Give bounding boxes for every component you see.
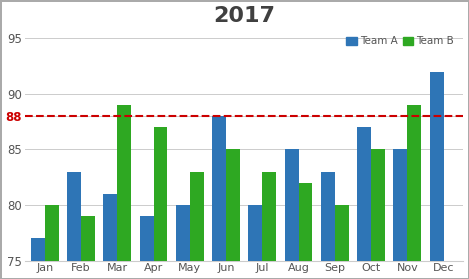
Bar bbox=[335, 205, 348, 279]
Bar bbox=[371, 150, 385, 279]
Bar bbox=[31, 239, 45, 279]
Bar bbox=[104, 194, 117, 279]
Legend: Team A, Team B: Team A, Team B bbox=[342, 32, 458, 51]
Bar bbox=[153, 127, 167, 279]
Bar bbox=[45, 205, 59, 279]
Bar bbox=[321, 172, 335, 279]
Title: 2017: 2017 bbox=[213, 6, 275, 26]
Bar bbox=[357, 127, 371, 279]
Bar bbox=[249, 205, 262, 279]
Bar bbox=[190, 172, 204, 279]
Bar bbox=[298, 183, 312, 279]
Bar bbox=[393, 150, 407, 279]
Bar bbox=[117, 105, 131, 279]
Bar bbox=[407, 105, 421, 279]
Bar bbox=[140, 216, 153, 279]
Bar bbox=[285, 150, 298, 279]
Bar bbox=[430, 72, 444, 279]
Bar bbox=[262, 172, 276, 279]
Bar bbox=[81, 216, 95, 279]
Bar bbox=[226, 150, 240, 279]
Bar bbox=[176, 205, 190, 279]
Bar bbox=[212, 116, 226, 279]
Bar bbox=[67, 172, 81, 279]
